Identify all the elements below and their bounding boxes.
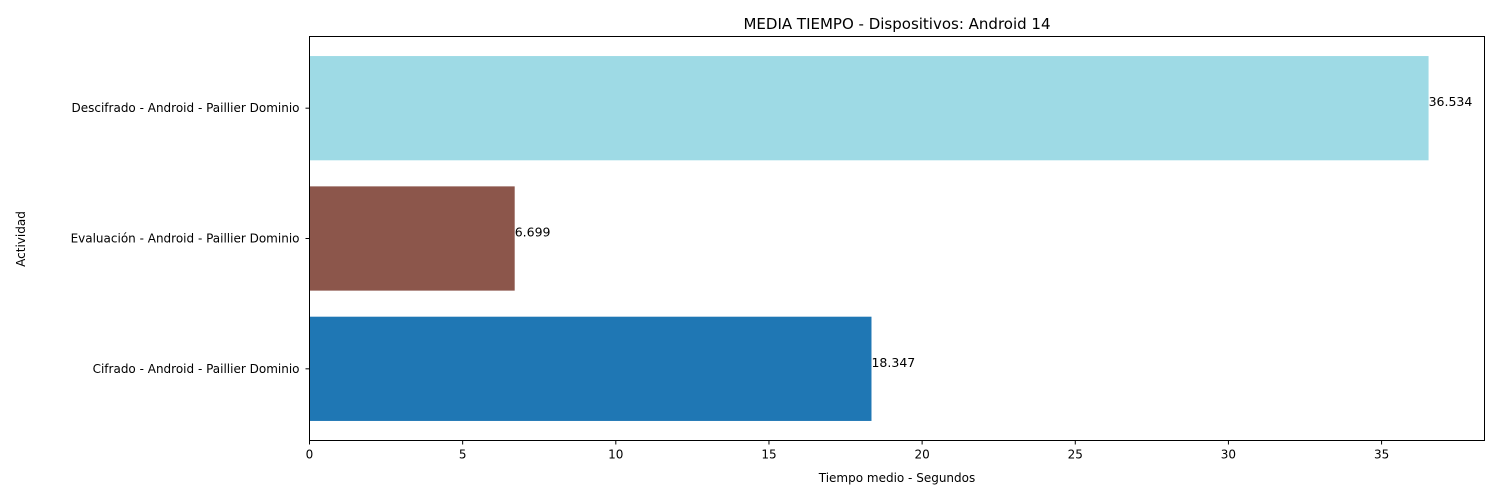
x-tick-label-6: 30 bbox=[1221, 448, 1236, 462]
plot-area: 18.347 Cifrado - Android - Paillier Domin… bbox=[71, 56, 1473, 462]
y-tick-label-2: Descifrado - Android - Paillier Dominio bbox=[72, 101, 300, 115]
bar-1 bbox=[309, 186, 515, 291]
x-axis-label: Tiempo medio - Segundos bbox=[818, 471, 976, 485]
bar-0 bbox=[309, 316, 872, 421]
data-label-1: 6.699 bbox=[515, 225, 551, 240]
x-tick-label-0: 0 bbox=[306, 448, 314, 462]
x-tick-label-1: 5 bbox=[459, 448, 467, 462]
bar-2 bbox=[309, 56, 1429, 161]
x-tick-label-7: 35 bbox=[1374, 448, 1389, 462]
chart-title: MEDIA TIEMPO - Dispositivos: Android 14 bbox=[743, 15, 1050, 33]
x-tick-label-2: 10 bbox=[608, 448, 623, 462]
data-label-2: 36.534 bbox=[1429, 94, 1473, 109]
x-tick-label-4: 20 bbox=[914, 448, 929, 462]
y-axis-label: Actividad bbox=[14, 211, 28, 267]
x-tick-label-5: 25 bbox=[1068, 448, 1083, 462]
y-tick-label-1: Evaluación - Android - Paillier Dominio bbox=[71, 232, 300, 246]
data-label-0: 18.347 bbox=[871, 355, 915, 370]
plot-frame bbox=[309, 36, 1485, 441]
x-tick-label-3: 15 bbox=[761, 448, 776, 462]
y-tick-label-0: Cifrado - Android - Paillier Dominio bbox=[93, 362, 300, 376]
